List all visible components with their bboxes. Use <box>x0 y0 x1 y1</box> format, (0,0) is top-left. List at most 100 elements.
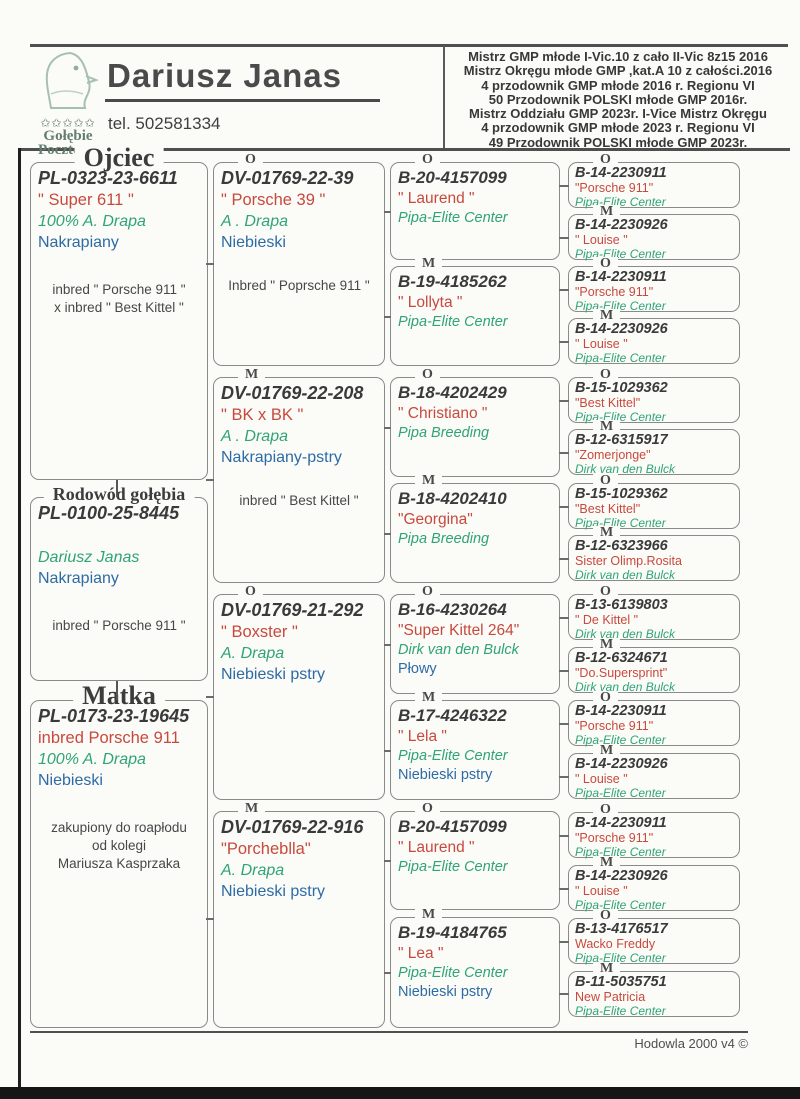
achievement-line: Mistrz Oddziału GMP 2023r. I-Vice Mistrz… <box>469 106 767 122</box>
pigeon-name: " Lea " <box>398 945 444 962</box>
connector-line <box>384 316 391 318</box>
ring-number: PL-0100-25-8445 <box>38 503 180 523</box>
pedigree-box: O B-15-1029362 "Best Kittel" Pipa-Elite … <box>568 368 740 424</box>
fancier-name: A. Drapa <box>221 645 285 662</box>
connector-line <box>206 918 214 920</box>
sex-marker: M <box>593 205 621 219</box>
software-credit: Hodowla 2000 v4 © <box>634 1036 748 1051</box>
ring-number: B-12-6324671 <box>575 650 668 666</box>
ring-number: B-18-4202410 <box>398 489 507 508</box>
sex-marker: O <box>593 803 618 817</box>
subject-title: Rodowód gołębia <box>43 485 195 503</box>
ring-number: PL-0173-23-19645 <box>38 706 190 726</box>
ring-number: B-19-4185262 <box>398 272 507 291</box>
sex-marker: M <box>593 309 621 323</box>
ring-number: B-17-4246322 <box>398 706 507 725</box>
pigeon-name: "Do.Supersprint" <box>575 666 668 680</box>
sex-marker: O <box>415 802 440 816</box>
connector-line <box>116 480 118 497</box>
connector-line <box>206 479 214 481</box>
pigeon-name: "Georgina" <box>398 511 473 528</box>
ring-number: B-20-4157099 <box>398 168 507 187</box>
fancier-name: Pipa-Elite Center <box>398 748 508 764</box>
achievement-line: 49 Przodownik POLSKI młode GMP 2023r. <box>488 134 748 150</box>
phone-number: tel. 502581334 <box>108 114 221 133</box>
sex-marker: M <box>238 368 266 382</box>
breeding-note: zakupiony do roapłodu od kolegi Mariusza… <box>51 820 187 871</box>
sex-marker: O <box>593 909 618 923</box>
header-divider <box>443 46 445 148</box>
achievement-line: Mistrz GMP młode I-Vic.10 z cało II-Vic … <box>468 49 768 64</box>
fancier-name: Pipa-Elite Center <box>575 351 666 365</box>
breeding-note: inbred " Porsche 911 " <box>52 618 186 633</box>
feather-color: Płowy <box>398 661 437 677</box>
feather-color: Niebieski <box>38 772 103 789</box>
fancier-name: Dirk van den Bulck <box>575 462 676 476</box>
fancier-name: Pipa-Elite Center <box>575 733 666 747</box>
ring-number: B-14-2230911 <box>575 703 667 719</box>
sex-marker: M <box>593 962 621 976</box>
pigeon-name: "Super Kittel 264" <box>398 622 520 639</box>
connector-line <box>384 750 391 752</box>
pedigree-box: M DV-01769-22-208 " BK x BK " A . Drapa … <box>213 368 385 583</box>
pedigree-box: O B-20-4157099 " Laurend " Pipa-Elite Ce… <box>390 802 560 910</box>
pigeon-name: " Laurend " <box>398 190 475 207</box>
sex-marker: M <box>593 420 621 434</box>
footer-rule <box>30 1031 748 1033</box>
pigeon-name: " Lela " <box>398 728 447 745</box>
fancier-name: Pipa Breeding <box>398 531 490 547</box>
connector-line <box>559 723 569 725</box>
pedigree-box: M B-19-4184765 " Lea " Pipa-Elite Center… <box>390 908 560 1028</box>
pedigree-box-father: Ojciec PL-0323-23-6611 " Super 611 " 100… <box>30 145 208 480</box>
pedigree-box: O B-15-1029362 "Best Kittel" Pipa-Elite … <box>568 474 740 530</box>
connector-line <box>384 972 391 974</box>
sex-marker: O <box>593 153 618 167</box>
ring-number: B-11-5035751 <box>575 974 667 990</box>
pedigree-box: O DV-01769-22-39 " Porsche 39 " A . Drap… <box>213 153 385 366</box>
sex-marker: M <box>593 856 621 870</box>
connector-line <box>559 993 569 995</box>
pedigree-box: M B-17-4246322 " Lela " Pipa-Elite Cente… <box>390 691 560 800</box>
sex-marker: M <box>593 638 621 652</box>
feather-color: Niebieski pstry <box>398 767 493 783</box>
fancier-name: Dariusz Janas <box>38 549 140 566</box>
connector-line <box>559 617 569 619</box>
sex-marker: M <box>238 802 266 816</box>
pedigree-box: M B-18-4202410 "Georgina" Pipa Breeding <box>390 474 560 583</box>
connector-line <box>559 941 569 943</box>
ring-number: B-12-6315917 <box>575 432 668 448</box>
logo-stars: ✩✩✩✩✩ <box>40 116 96 130</box>
ring-number: PL-0323-23-6611 <box>38 168 178 188</box>
sex-marker: O <box>593 368 618 382</box>
pedigree-box: M B-19-4185262 " Lollyta " Pipa-Elite Ce… <box>390 257 560 366</box>
connector-line <box>559 185 569 187</box>
sex-marker: M <box>593 526 621 540</box>
sex-marker: O <box>593 691 618 705</box>
breeding-note: inbred " Porsche 911 " x inbred " Best K… <box>52 282 186 315</box>
connector-line <box>206 696 214 698</box>
feather-color: Nakrapiany <box>38 234 119 251</box>
sex-marker: M <box>415 691 443 705</box>
sex-marker: O <box>415 585 440 599</box>
pigeon-name: " Louise " <box>575 233 628 247</box>
sex-marker: O <box>593 585 618 599</box>
pedigree-box: O B-13-4176517 Wacko Freddy Pipa-Elite C… <box>568 909 740 965</box>
pedigree-box: O B-20-4157099 " Laurend " Pipa-Elite Ce… <box>390 153 560 260</box>
sex-marker: O <box>238 153 263 167</box>
achievements-block: Mistrz GMP młode I-Vic.10 z cało II-Vic … <box>450 49 786 150</box>
pigeon-name: " Porsche 39 " <box>221 191 326 209</box>
pigeon-name: " Louise " <box>575 337 628 351</box>
header-bottom-rule <box>20 148 790 151</box>
sex-marker: O <box>415 368 440 382</box>
logo-text-line1: Gołębie <box>43 128 93 144</box>
pedigree-box: M B-14-2230926 " Louise " Pipa-Elite Cen… <box>568 856 740 912</box>
connector-line <box>559 452 569 454</box>
pedigree-box-mother: Matka PL-0173-23-19645 inbred Porsche 91… <box>30 683 208 1028</box>
feather-color: Nakrapiany <box>38 570 119 587</box>
ring-number: DV-01769-21-292 <box>221 600 364 620</box>
pigeon-name: " Boxster " <box>221 623 298 641</box>
pedigree-box: M DV-01769-22-916 "Porcheblla" A. Drapa … <box>213 802 385 1028</box>
fancier-name: Dirk van den Bulck <box>575 627 676 641</box>
breeder-name: Dariusz Janas <box>105 57 380 102</box>
